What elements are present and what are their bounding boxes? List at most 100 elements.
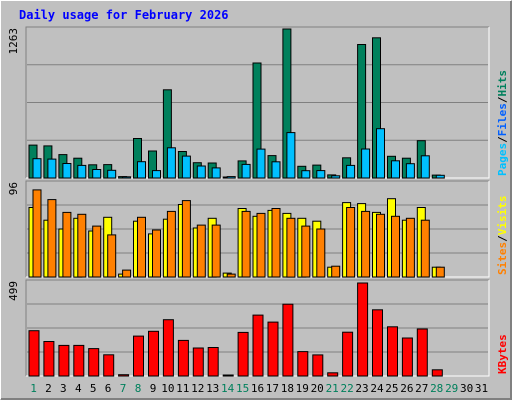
bar-files-day-3 xyxy=(62,163,72,179)
bar-kbytes-day-10 xyxy=(162,319,174,377)
bar-sites-day-10 xyxy=(166,210,176,278)
bar-files-day-18 xyxy=(286,132,296,179)
bar-kbytes-day-1 xyxy=(28,330,40,377)
bar-kbytes-day-11 xyxy=(177,339,189,377)
bar-kbytes-day-7 xyxy=(118,374,130,377)
panel-kbytes: 499 KBytes xyxy=(7,279,509,377)
y-max-label-visits: 96 xyxy=(7,182,20,195)
bar-files-day-14 xyxy=(226,176,236,179)
bar-files-day-27 xyxy=(420,155,430,179)
bar-files-day-11 xyxy=(181,155,191,179)
bar-sites-day-27 xyxy=(420,219,430,278)
x-tick-label-day-7: 7 xyxy=(120,382,127,395)
bar-kbytes-day-15 xyxy=(237,331,249,377)
legend-item: / xyxy=(496,136,509,143)
x-tick-label-day-11: 11 xyxy=(176,382,189,395)
bar-files-day-9 xyxy=(152,170,161,179)
bar-kbytes-day-23 xyxy=(357,282,369,377)
x-tick-label-day-15: 15 xyxy=(236,382,249,395)
x-tick-label-day-3: 3 xyxy=(60,382,67,395)
legend-item: Sites xyxy=(496,242,509,275)
bar-files-day-23 xyxy=(361,148,371,179)
x-tick-label-day-23: 23 xyxy=(355,382,368,395)
legend-visits: Sites/Visits xyxy=(496,196,509,276)
x-tick-label-day-25: 25 xyxy=(385,382,398,395)
bar-files-day-13 xyxy=(211,167,221,179)
bar-sites-day-1 xyxy=(32,189,42,278)
bar-sites-day-18 xyxy=(286,217,296,278)
panel-hits: 1263 Pages/Files/Hits xyxy=(7,26,509,179)
bar-sites-day-13 xyxy=(211,224,221,278)
x-tick-label-day-2: 2 xyxy=(45,382,52,395)
bar-sites-day-17 xyxy=(271,208,281,278)
y-max-label-kbytes: 499 xyxy=(7,281,20,301)
bar-files-day-22 xyxy=(346,164,356,179)
x-tick-label-day-17: 17 xyxy=(266,382,279,395)
bar-kbytes-day-26 xyxy=(401,337,413,377)
panel-visits: 96 Sites/Visits xyxy=(7,180,509,278)
x-tick-label-day-26: 26 xyxy=(400,382,413,395)
x-tick-label-day-21: 21 xyxy=(326,382,339,395)
legend-item: Pages xyxy=(496,143,509,176)
legend-hits: Pages/Files/Hits xyxy=(496,70,509,176)
bar-files-day-15 xyxy=(241,163,251,179)
bar-sites-day-25 xyxy=(391,215,400,278)
bar-kbytes-day-2 xyxy=(43,341,55,377)
bar-kbytes-day-13 xyxy=(207,347,219,377)
bar-sites-day-22 xyxy=(346,207,356,278)
x-tick-label-day-12: 12 xyxy=(191,382,204,395)
bar-sites-day-4 xyxy=(77,213,87,278)
x-tick-label-day-31: 31 xyxy=(475,382,488,395)
bar-kbytes-day-4 xyxy=(73,344,85,377)
bar-sites-day-24 xyxy=(376,213,385,278)
bar-files-day-26 xyxy=(405,163,415,179)
x-tick-label-day-1: 1 xyxy=(30,382,37,395)
bar-files-day-10 xyxy=(166,147,176,179)
bar-sites-day-5 xyxy=(92,225,102,278)
panel-visits-shadow xyxy=(25,180,489,277)
x-tick-label-day-4: 4 xyxy=(75,382,82,395)
bar-sites-day-8 xyxy=(137,216,146,278)
bar-files-day-24 xyxy=(376,128,385,179)
bar-kbytes-day-12 xyxy=(192,347,204,377)
bar-kbytes-day-18 xyxy=(282,303,294,377)
bar-files-day-6 xyxy=(107,169,117,179)
bar-files-day-5 xyxy=(92,169,102,179)
y-max-label-hits: 1263 xyxy=(7,28,20,55)
bar-files-day-20 xyxy=(316,170,326,179)
legend-item: / xyxy=(496,96,509,103)
bar-sites-day-15 xyxy=(241,210,251,278)
bar-kbytes-day-20 xyxy=(312,354,324,377)
x-tick-label-day-19: 19 xyxy=(296,382,309,395)
bar-sites-day-14 xyxy=(226,273,236,278)
bar-sites-day-7 xyxy=(122,269,132,278)
panel-kbytes-shadow xyxy=(25,279,489,376)
day-axis-labels: 1 2 3 4 5 6 7 8 9 10 11 12 13 14 15 16 17 18 19 20 21 22 23 24 2… xyxy=(30,382,488,395)
bar-kbytes-day-6 xyxy=(103,354,115,377)
x-tick-label-day-18: 18 xyxy=(281,382,294,395)
bar-sites-day-16 xyxy=(256,212,266,278)
chart-title: Daily usage for February 2026 xyxy=(19,8,229,22)
x-tick-label-day-5: 5 xyxy=(90,382,97,395)
x-tick-label-day-8: 8 xyxy=(135,382,142,395)
bar-files-day-16 xyxy=(256,148,266,179)
bar-sites-day-2 xyxy=(47,199,57,278)
bar-files-day-28 xyxy=(435,174,445,179)
bar-sites-day-19 xyxy=(301,225,311,278)
bar-sites-day-20 xyxy=(316,228,326,278)
bar-kbytes-day-28 xyxy=(431,369,443,377)
bar-kbytes-day-21 xyxy=(327,372,339,377)
x-tick-label-day-24: 24 xyxy=(370,382,384,395)
legend-item: Files xyxy=(496,103,509,136)
bar-kbytes-day-27 xyxy=(416,328,428,377)
bar-sites-day-9 xyxy=(152,229,161,278)
bar-kbytes-day-8 xyxy=(133,335,144,377)
bar-files-day-8 xyxy=(137,161,146,179)
x-tick-label-day-20: 20 xyxy=(311,382,324,395)
bar-kbytes-day-9 xyxy=(148,330,159,377)
bar-files-day-19 xyxy=(301,170,311,179)
bar-kbytes-day-14 xyxy=(222,374,234,377)
legend-kbytes: KBytes xyxy=(496,334,509,374)
bar-files-day-1 xyxy=(32,158,42,179)
